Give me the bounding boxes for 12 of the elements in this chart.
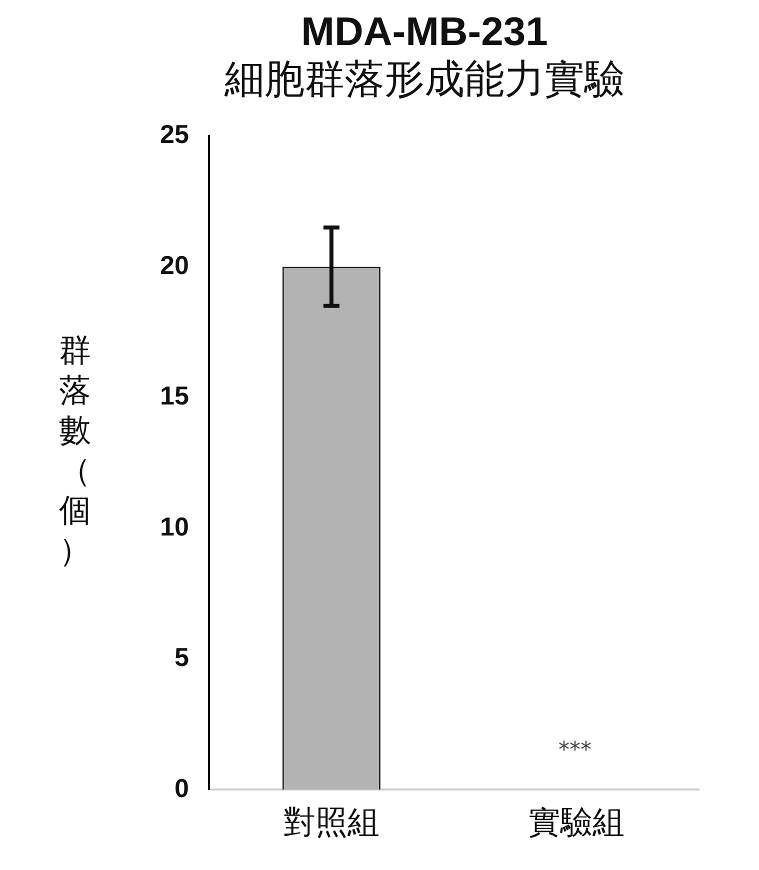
y-tick-label: 15 (160, 380, 189, 411)
annotation: *** (558, 738, 592, 763)
x-tick-label: 實驗組 (528, 803, 624, 842)
y-tick-label: 20 (160, 250, 189, 280)
y-tick-label: 5 (174, 642, 189, 672)
y-tick-label: 10 (160, 511, 189, 542)
chart-subtitle: 細胞群落形成能力實驗 (224, 56, 624, 102)
chart-title: MDA-MB-231 (301, 10, 548, 54)
y-tick-label: 0 (174, 772, 189, 803)
y-axis-title: 群落數（個） (58, 330, 92, 570)
y-tick-label: 25 (160, 119, 189, 150)
x-tick-label: 對照組 (283, 803, 380, 842)
